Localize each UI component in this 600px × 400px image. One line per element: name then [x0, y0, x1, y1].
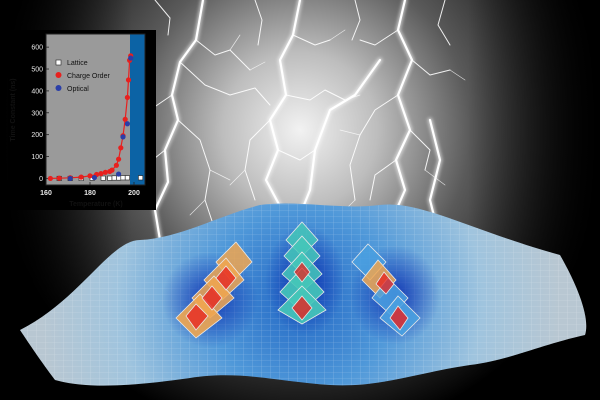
- point-optical: [120, 134, 126, 140]
- point-charge-order: [47, 175, 54, 182]
- point-charge-order: [116, 156, 122, 162]
- point-lattice: [111, 175, 117, 181]
- point-charge-order: [98, 171, 104, 177]
- point-charge-order: [87, 173, 93, 179]
- legend-marker-lattice: [55, 59, 62, 66]
- octahedra-chain-right: [351, 243, 421, 337]
- point-charge-order: [118, 145, 124, 151]
- legend-label-lattice: Lattice: [67, 60, 88, 67]
- y-tick-label: 400: [31, 88, 43, 95]
- y-tick-label: 0: [39, 176, 43, 183]
- point-charge-order: [113, 162, 119, 168]
- y-axis-label: Time Constant (ns): [10, 78, 17, 141]
- plot-area: [46, 34, 130, 185]
- point-charge-order: [122, 116, 128, 122]
- point-lattice: [120, 175, 126, 181]
- point-optical: [128, 55, 134, 61]
- legend-label-charge-order: Charge Order: [67, 73, 110, 80]
- x-tick-label: 200: [128, 190, 140, 197]
- plot-frame: [45, 33, 146, 186]
- legend-label-optical: Optical: [67, 86, 89, 93]
- point-charge-order: [56, 175, 62, 181]
- x-tick-labels: 160 180 200: [40, 182, 140, 197]
- x-tick-label: 160: [40, 190, 52, 197]
- point-optical: [67, 175, 73, 182]
- point-charge-order: [124, 94, 130, 101]
- octahedra-chain-center: [277, 221, 327, 325]
- phase-region: [130, 34, 145, 185]
- y-tick-label: 600: [31, 45, 43, 52]
- y-tick-label: 300: [31, 110, 43, 117]
- point-optical: [124, 121, 130, 127]
- point-lattice: [100, 175, 106, 181]
- legend-marker-charge-order: [55, 72, 62, 78]
- inset-chart: 0 100 200 300 400 500 600 160 180 200 Time Const…: [8, 30, 156, 210]
- legend: Lattice Charge Order Optical: [55, 59, 110, 93]
- point-lattice: [124, 175, 130, 181]
- x-tick-label: 180: [84, 190, 96, 197]
- point-optical: [91, 174, 97, 181]
- point-charge-order: [102, 169, 108, 175]
- point-charge-order: [78, 174, 84, 180]
- point-lattice: [107, 175, 113, 181]
- y-tick-label: 200: [31, 132, 43, 139]
- point-charge-order: [109, 167, 115, 173]
- legend-marker-optical: [55, 85, 62, 91]
- data-points: [47, 53, 144, 182]
- y-tick-label: 100: [31, 154, 43, 161]
- octahedra-chain-left: [175, 241, 253, 339]
- y-tick-label: 500: [31, 67, 43, 74]
- point-charge-order: [125, 77, 132, 83]
- point-lattice: [138, 175, 144, 181]
- point-optical: [116, 171, 122, 177]
- x-axis-label: Temperature (K): [69, 201, 123, 208]
